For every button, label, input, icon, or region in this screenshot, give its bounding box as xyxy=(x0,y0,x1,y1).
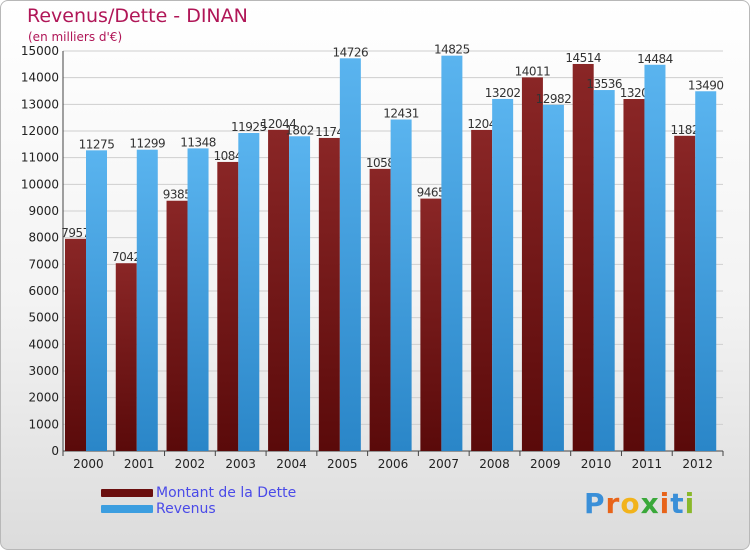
bar-debt xyxy=(217,161,239,451)
bar-revenue xyxy=(492,98,514,452)
chart-subtitle: (en milliers d'€) xyxy=(28,30,123,44)
logo-letter: t xyxy=(670,487,685,520)
data-label-revenue: 14484 xyxy=(637,52,673,66)
bar-debt xyxy=(420,198,442,451)
bar-revenue xyxy=(136,149,158,451)
y-tick-label: 5000 xyxy=(28,311,59,325)
legend-label-debt: Montant de la Dette xyxy=(156,485,297,501)
x-tick-label: 2009 xyxy=(530,457,561,471)
data-label-debt: 9465 xyxy=(417,186,446,200)
bar-debt xyxy=(115,263,137,451)
data-label-revenue: 14825 xyxy=(434,43,470,57)
data-label-revenue: 11925 xyxy=(231,120,267,134)
x-tick-label: 2008 xyxy=(479,457,510,471)
data-label-debt: 14011 xyxy=(515,64,551,78)
bar-debt xyxy=(166,200,188,451)
chart-title: Revenus/Dette - DINAN xyxy=(27,5,248,27)
x-tick-label: 2007 xyxy=(428,457,459,471)
bar-revenue xyxy=(86,150,107,452)
data-label-revenue: 11299 xyxy=(129,137,165,151)
data-label-revenue: 13490 xyxy=(688,78,724,92)
data-label-debt: 12044 xyxy=(261,117,297,131)
data-label-debt: 9385 xyxy=(163,188,192,202)
bar-revenue xyxy=(390,119,412,452)
data-label-revenue: 12431 xyxy=(383,107,419,121)
data-label-debt: 1084 xyxy=(214,149,243,163)
logo-letter: o xyxy=(620,487,641,520)
legend-swatch-revenue xyxy=(101,505,153,513)
y-tick-label: 4000 xyxy=(28,337,59,351)
bar-debt xyxy=(623,99,645,451)
y-tick-label: 9000 xyxy=(28,204,59,218)
y-tick-label: 11000 xyxy=(21,151,59,165)
bar-debt xyxy=(674,135,696,452)
y-tick-label: 1000 xyxy=(28,417,59,431)
y-tick-label: 13000 xyxy=(21,97,59,111)
bar-revenue xyxy=(187,148,209,452)
legend-swatch-debt xyxy=(101,489,153,497)
logo-letter: r xyxy=(605,487,621,520)
x-tick-label: 2002 xyxy=(175,457,206,471)
data-label-debt: 1182 xyxy=(670,123,699,137)
data-label-revenue: 14726 xyxy=(333,45,369,59)
legend-label-revenue: Revenus xyxy=(156,501,216,517)
x-tick-label: 2006 xyxy=(378,457,409,471)
x-tick-label: 2004 xyxy=(276,457,307,471)
bar-revenue xyxy=(238,133,260,451)
data-label-debt: 7042 xyxy=(112,250,141,264)
data-label-revenue: 12982 xyxy=(536,92,572,106)
bar-debt xyxy=(471,129,493,451)
y-tick-label: 10000 xyxy=(21,177,59,191)
bar-debt xyxy=(521,77,543,451)
data-label-revenue: 1802 xyxy=(285,123,314,137)
data-label-debt: 1058 xyxy=(366,156,395,170)
x-tick-label: 2001 xyxy=(124,457,155,471)
bar-debt xyxy=(369,168,391,451)
x-tick-label: 2011 xyxy=(632,457,663,471)
bar-debt xyxy=(572,63,594,452)
bar-revenue xyxy=(339,58,361,451)
bar-debt xyxy=(65,238,86,451)
bar-revenue xyxy=(542,104,564,452)
x-tick-label: 2003 xyxy=(225,457,256,471)
data-label-debt: 1204 xyxy=(467,117,496,131)
bar-revenue xyxy=(644,64,666,451)
y-tick-label: 14000 xyxy=(21,71,59,85)
logo-letter: i xyxy=(659,487,671,520)
bar-debt xyxy=(268,129,290,451)
x-tick-label: 2005 xyxy=(327,457,358,471)
y-tick-label: 7000 xyxy=(28,257,59,271)
data-label-debt: 1320 xyxy=(620,86,649,100)
y-tick-label: 0 xyxy=(51,444,59,458)
data-label-revenue: 11348 xyxy=(180,135,216,149)
logo-letter: i xyxy=(684,487,696,520)
bar-revenue xyxy=(593,90,615,451)
data-label-revenue: 11275 xyxy=(79,137,115,151)
bar-revenue xyxy=(695,91,717,452)
y-tick-label: 12000 xyxy=(21,124,59,138)
y-tick-label: 15000 xyxy=(21,44,59,58)
data-label-debt: 1174 xyxy=(315,125,344,139)
bar-revenue xyxy=(289,136,311,451)
y-tick-label: 8000 xyxy=(28,231,59,245)
data-label-revenue: 13536 xyxy=(586,77,622,91)
proxiti-logo: Proxiti xyxy=(584,487,695,520)
data-label-revenue: 13202 xyxy=(485,86,521,100)
bar-debt xyxy=(318,137,340,451)
y-tick-label: 3000 xyxy=(28,364,59,378)
logo-letter: x xyxy=(640,487,660,520)
x-tick-label: 2000 xyxy=(73,457,104,471)
logo-letter: P xyxy=(584,487,606,520)
data-label-debt: 14514 xyxy=(565,51,601,65)
x-tick-label: 2012 xyxy=(682,457,713,471)
y-tick-label: 2000 xyxy=(28,391,59,405)
bar-revenue xyxy=(441,55,463,452)
y-tick-label: 6000 xyxy=(28,284,59,298)
x-tick-label: 2010 xyxy=(581,457,612,471)
data-label-debt: 7957 xyxy=(61,226,90,240)
